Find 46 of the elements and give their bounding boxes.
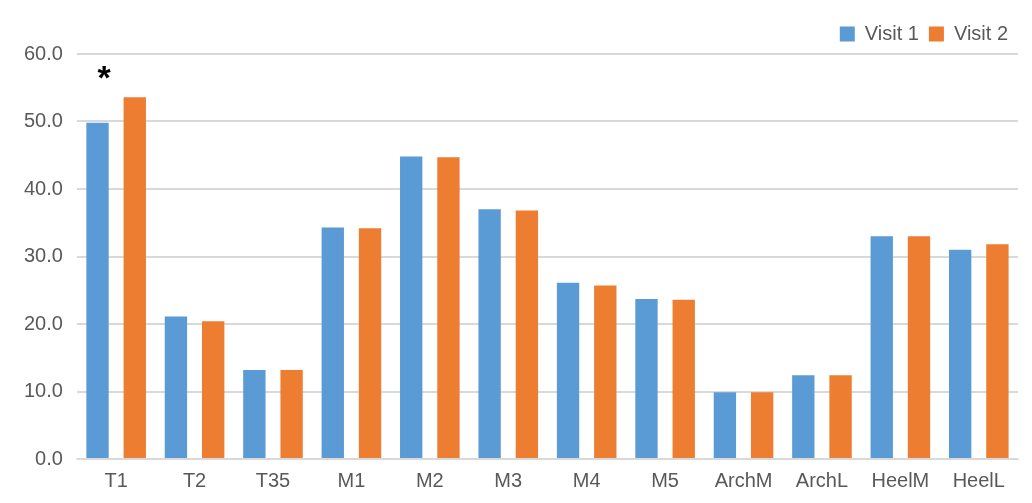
bar [478, 209, 501, 458]
x-tick-label: T2 [182, 468, 207, 491]
bar [243, 369, 266, 458]
bar [321, 227, 344, 458]
bar [400, 156, 423, 458]
bar [986, 244, 1009, 458]
x-tick-label: T35 [255, 468, 291, 491]
x-tick-label: M4 [572, 468, 601, 491]
bar [829, 375, 852, 458]
bar [713, 392, 737, 458]
bar [792, 375, 815, 458]
x-tick-label: T1 [104, 468, 128, 491]
y-tick-label: 20.0 [23, 311, 63, 334]
bar [556, 282, 580, 458]
bar [672, 299, 695, 458]
bar [86, 122, 109, 458]
x-tick-label: ArchM [714, 468, 773, 491]
bar [870, 236, 893, 458]
bar [280, 369, 303, 458]
bar [123, 97, 146, 458]
bar [948, 249, 972, 458]
bar [750, 392, 774, 458]
bar [635, 299, 658, 458]
x-tick-label: M1 [337, 468, 366, 491]
x-tick-label: M2 [415, 468, 444, 491]
bar [202, 321, 225, 458]
y-tick-label: 50.0 [23, 109, 63, 132]
x-tick-label: M5 [651, 468, 679, 491]
y-tick-label: 60.0 [23, 41, 63, 64]
bar [437, 157, 460, 458]
legend-label: Visit 1 [864, 21, 919, 44]
bar [164, 316, 188, 458]
y-tick-label: 40.0 [23, 176, 63, 199]
x-tick-label: HeelL [952, 468, 1005, 491]
legend-label: Visit 2 [953, 21, 1009, 44]
x-tick-label: HeelM [871, 468, 930, 491]
y-tick-label: 0.0 [35, 446, 63, 469]
x-tick-label: M3 [494, 468, 523, 491]
bar [907, 236, 931, 458]
bar [515, 210, 539, 458]
y-tick-label: 10.0 [23, 379, 63, 402]
x-tick-label: ArchL [795, 468, 849, 491]
annotation: * [97, 58, 112, 97]
y-tick-label: 30.0 [23, 244, 63, 267]
bar [594, 285, 617, 458]
bar [358, 228, 382, 458]
